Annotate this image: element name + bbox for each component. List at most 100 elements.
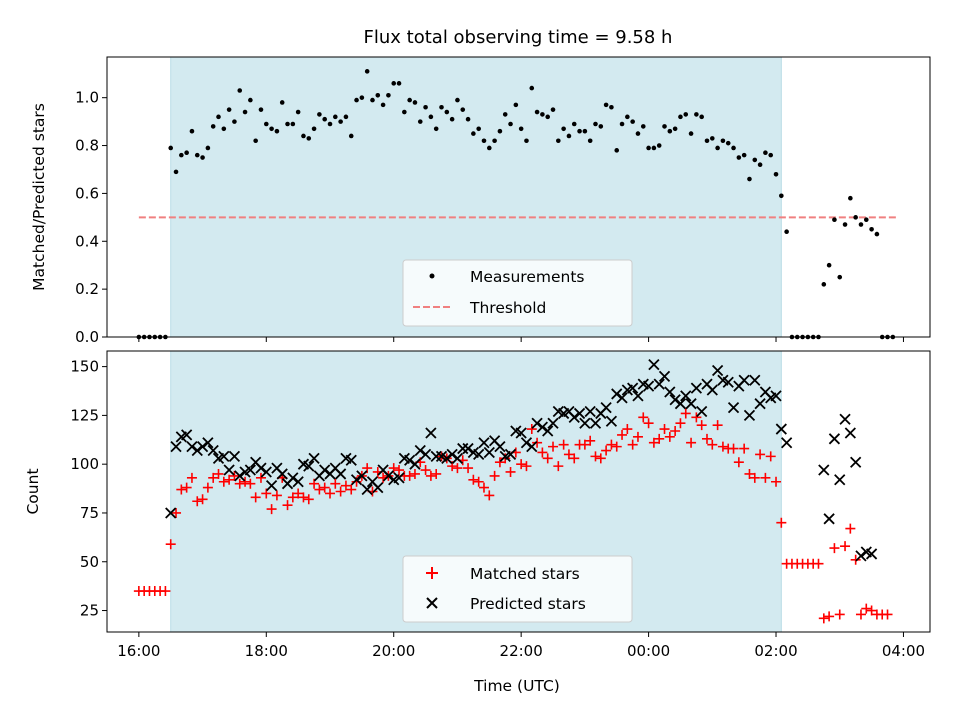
matched-star-point	[346, 484, 357, 495]
measurement-point	[832, 217, 837, 223]
matched-star-point	[840, 541, 851, 552]
predicted-star-point	[255, 462, 267, 474]
measurement-point	[290, 121, 296, 127]
measurement-point	[731, 145, 736, 151]
matched-star-point	[255, 472, 266, 483]
measurement-point	[449, 116, 455, 122]
matched-star-point	[739, 443, 750, 454]
predicted-star-point	[473, 448, 485, 461]
measurement-point	[619, 121, 625, 127]
x-tick-label: 20:00	[372, 642, 415, 660]
measurement-point	[205, 145, 211, 151]
measurement-point	[720, 138, 726, 144]
matched-star-point	[834, 609, 845, 620]
measurement-point	[168, 145, 174, 151]
matched-star-point	[829, 543, 840, 554]
measurement-point	[364, 69, 370, 74]
predicted-star-point	[823, 513, 835, 525]
matched-star-point	[728, 443, 739, 454]
matched-star-point	[394, 465, 405, 476]
predicted-star-point	[334, 468, 347, 480]
matched-star-point	[696, 420, 707, 431]
measurement-point	[577, 128, 582, 134]
predicted-star-point	[218, 450, 230, 463]
matched-star-point	[553, 461, 564, 472]
matched-star-point	[208, 472, 219, 483]
predicted-star-point	[308, 452, 320, 464]
y-tick-label: 1.0	[75, 89, 99, 107]
matched-star-point	[771, 476, 782, 487]
measurement-point	[465, 116, 471, 122]
measurement-point	[200, 155, 205, 160]
measurement-point	[502, 112, 508, 117]
predicted-star-point	[865, 548, 878, 560]
measurement-point	[242, 109, 248, 115]
top-x-ticks	[138, 337, 904, 342]
matched-star-point	[654, 433, 665, 444]
predicted-star-point	[457, 442, 469, 455]
predicted-star-point	[361, 483, 373, 496]
matched-star-point	[670, 426, 681, 437]
predicted-star-point	[584, 405, 596, 418]
matched-star-point	[548, 441, 559, 452]
measurement-point	[179, 152, 184, 158]
predicted-star-point	[181, 429, 193, 441]
predicted-star-point	[685, 398, 697, 410]
predicted-stars-points	[165, 359, 878, 562]
predicted-star-point	[196, 440, 209, 453]
x-tick-label: 00:00	[627, 642, 670, 660]
measurement-point	[747, 176, 752, 182]
predicted-star-point	[478, 437, 490, 449]
measurement-point	[529, 85, 535, 91]
matched-star-point	[686, 437, 697, 448]
measurement-point	[826, 262, 832, 268]
top-legend: Measurements Threshold	[402, 259, 633, 327]
measurement-point	[545, 114, 551, 120]
measurement-point	[460, 107, 466, 112]
matched-star-point	[335, 486, 346, 497]
measurement-point	[194, 152, 200, 158]
predicted-star-point	[441, 452, 453, 464]
measurement-point	[694, 112, 699, 117]
measurement-point	[853, 215, 858, 220]
matched-star-point	[691, 412, 702, 423]
measurement-point	[863, 217, 869, 223]
measurement-point	[598, 124, 604, 129]
matched-star-point	[542, 453, 553, 464]
bottom-legend-box	[402, 555, 633, 623]
measurement-point	[784, 229, 789, 235]
predicted-star-point	[605, 415, 618, 427]
matched-star-point	[165, 539, 176, 550]
predicted-star-point	[276, 468, 288, 480]
matched-star-point	[319, 482, 330, 493]
predicted-star-point	[579, 417, 591, 429]
predicted-star-point	[839, 413, 851, 425]
measurement-point	[444, 109, 450, 115]
measurement-point	[678, 114, 683, 120]
top-panel: 0.0 0.2 0.4 0.6 0.8 1.0 Matched/Predicted sta…	[30, 56, 931, 346]
top-y-axis-label: Matched/Predicted stars	[30, 103, 48, 291]
measurement-point	[433, 126, 439, 132]
measurement-point	[322, 116, 327, 122]
measurement-point	[683, 112, 689, 117]
measurement-point	[497, 128, 503, 134]
matched-star-point	[627, 439, 638, 450]
predicted-star-point	[356, 470, 368, 482]
predicted-star-point	[170, 440, 182, 453]
matched-star-point	[563, 449, 574, 460]
matched-star-point	[500, 453, 511, 464]
matched-star-point	[160, 586, 171, 597]
matched-star-point	[675, 418, 686, 429]
measurement-point	[518, 126, 524, 132]
measurement-point	[625, 114, 630, 120]
measurement-point	[763, 150, 768, 156]
measurement-point	[317, 112, 322, 117]
matched-star-point	[303, 494, 314, 505]
measurement-point	[375, 92, 381, 98]
measurement-point	[646, 145, 651, 151]
legend-measurements-marker	[429, 273, 435, 279]
predicted-star-point	[319, 464, 331, 476]
predicted-star-point	[770, 390, 782, 402]
y-tick-label: 0.4	[75, 232, 99, 250]
